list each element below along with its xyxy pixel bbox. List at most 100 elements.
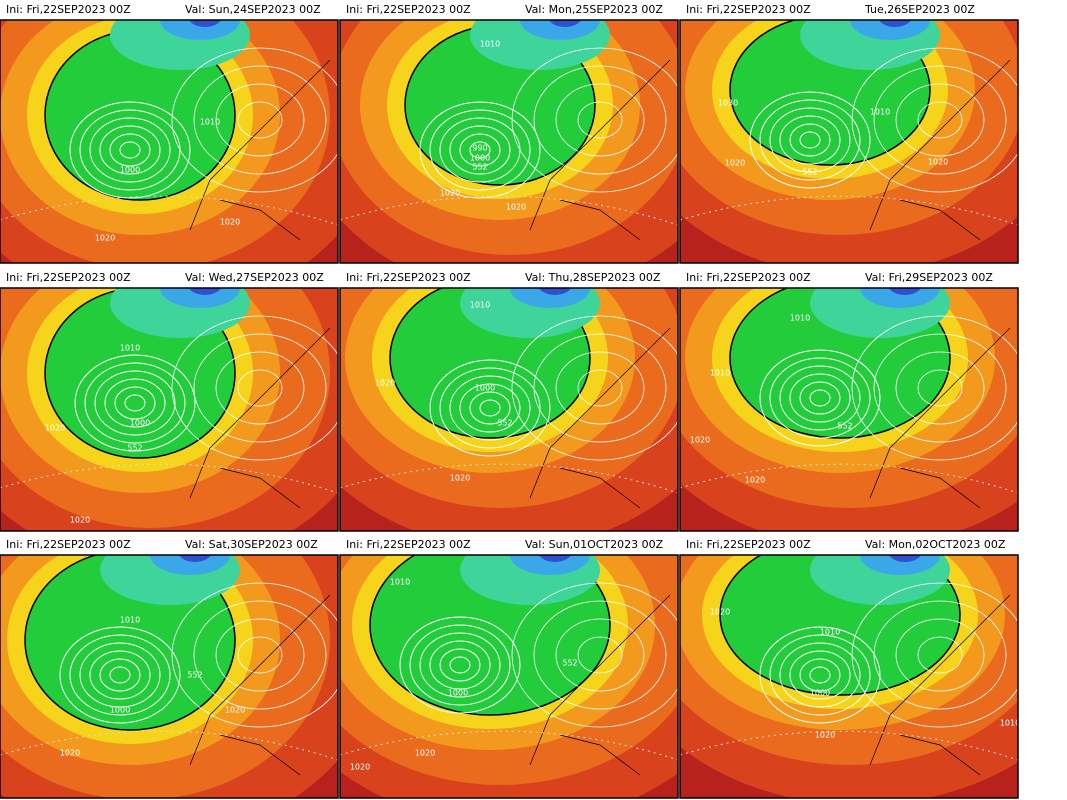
cold-core (188, 288, 222, 295)
contour-label: 1020 (725, 159, 745, 168)
contour-label: 552 (127, 444, 142, 453)
map (0, 555, 338, 798)
valid-time: Val: Sat,30SEP2023 00Z (185, 538, 318, 551)
init-time: Ini: Fri,22SEP2023 00Z (686, 271, 811, 284)
isobar (533, 65, 667, 175)
isobar (419, 101, 541, 199)
isobar (779, 365, 861, 431)
map-panel: Ini: Fri,22SEP2023 00Z Val: Sat,30SEP2023… (0, 538, 339, 799)
contour-label: 1000 (448, 689, 468, 698)
valid-time: Val: Mon,02OCT2023 00Z (865, 538, 1006, 551)
isobar (799, 131, 821, 149)
valid-time: Val: Wed,27SEP2023 00Z (185, 271, 324, 284)
map (680, 555, 1018, 798)
valid-time: Val: Mon,25SEP2023 00Z (525, 3, 663, 16)
isobar (917, 369, 963, 407)
cold-core (520, 20, 600, 40)
contour-label: 1010 (200, 118, 220, 127)
contour-label: 1010 (820, 628, 840, 637)
contour-label: 1010 (480, 40, 500, 49)
contour-label: 552 (802, 168, 817, 177)
init-time: Ini: Fri,22SEP2023 00Z (346, 538, 471, 551)
isobar (74, 354, 196, 452)
isobar (749, 91, 871, 189)
isobar (851, 47, 1018, 193)
contour-label: 1010 (390, 578, 410, 587)
map-frame (679, 287, 1019, 532)
isobar (779, 115, 841, 165)
isobar (99, 125, 161, 175)
isobar (769, 634, 871, 716)
valid-time: Val: Sun,24SEP2023 00Z (185, 3, 321, 16)
isobar (533, 600, 667, 710)
cold-core (860, 555, 940, 575)
isobar (119, 141, 141, 159)
map-panel: Ini: Fri,22SEP2023 00Z Val: Mon,25SEP2023… (339, 3, 679, 264)
valid-time: Val: Fri,29SEP2023 00Z (865, 271, 993, 284)
isobar (89, 650, 151, 700)
cold-core (538, 555, 572, 562)
coastline (869, 594, 1011, 776)
isobar (895, 83, 985, 157)
coastline (529, 327, 671, 509)
contour-label: 1010 (120, 616, 140, 625)
contour-label: 1000 (130, 419, 150, 428)
contour-label: 1010 (790, 314, 810, 323)
isobar (449, 656, 471, 674)
isobar (769, 107, 851, 173)
isobar (917, 101, 963, 139)
init-time: Ini: Fri,22SEP2023 00Z (346, 3, 471, 16)
contour-label: 990 (472, 144, 487, 153)
isobar (511, 582, 678, 728)
contour-label: 1020 (45, 424, 65, 433)
isobar (99, 658, 141, 692)
contour-label: 1020 (745, 476, 765, 485)
isobar (193, 65, 327, 175)
contour-label: 1020 (60, 749, 80, 758)
map (0, 288, 338, 531)
isobar (79, 642, 161, 708)
isobar (533, 333, 667, 443)
coastline (189, 59, 331, 241)
isobar (69, 101, 191, 199)
isobar (193, 600, 327, 710)
isobar (124, 394, 146, 412)
contour-label: 552 (497, 419, 512, 428)
cold-core (188, 20, 222, 27)
isobar (759, 626, 881, 724)
isobar (114, 386, 156, 420)
isobar (399, 616, 521, 714)
contour-label: 1000 (110, 706, 130, 715)
cold-core (510, 555, 590, 575)
contour-label: 552 (187, 671, 202, 680)
isobar (873, 333, 1007, 443)
isobar (237, 636, 283, 674)
contour-label: 1020 (815, 731, 835, 740)
cold-core (888, 555, 922, 562)
contour-label: 1010 (470, 301, 490, 310)
isobar (555, 83, 645, 157)
isobar (799, 381, 841, 415)
map (340, 555, 678, 798)
contour-label: 1020 (95, 234, 115, 243)
isobar (94, 370, 176, 436)
contour-label: 552 (837, 422, 852, 431)
map-panel: Ini: Fri,22SEP2023 00Z Val: Sun,01OCT2023… (339, 538, 679, 799)
map (680, 20, 1018, 263)
map-frame (679, 19, 1019, 264)
contour-label: 1020 (928, 158, 948, 167)
isobar (215, 351, 305, 425)
isobar (449, 375, 531, 441)
init-time: Ini: Fri,22SEP2023 00Z (6, 538, 131, 551)
cold-core (548, 20, 582, 27)
map-panel: Ini: Fri,22SEP2023 00Z Val: Thu,28SEP2023… (339, 271, 679, 532)
isobar (779, 642, 861, 708)
valid-time: Tue,26SEP2023 00Z (864, 3, 975, 16)
isobar (799, 658, 841, 692)
coastline (189, 327, 331, 509)
isobar (789, 650, 851, 700)
isobar (479, 399, 501, 417)
coastline (869, 327, 1011, 509)
isobar (851, 582, 1018, 728)
cold-core (860, 288, 940, 308)
